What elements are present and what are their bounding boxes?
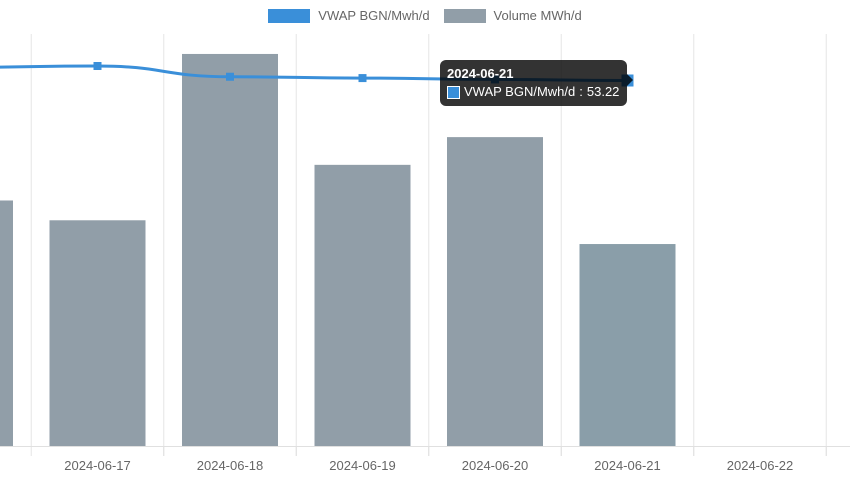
x-tick-label: 2024-06-21 [594, 458, 661, 473]
bar-2024-06-21 [579, 244, 676, 446]
tooltip-row: VWAP BGN/Mwh/d: 53.22 [447, 83, 619, 101]
legend-swatch-volume [443, 8, 486, 23]
bar-2024-06-17 [49, 220, 146, 446]
vwap-point-2024-06-19 [358, 74, 367, 83]
legend-label-vwap: VWAP BGN/Mwh/d [318, 8, 430, 23]
tooltip-value: 53.22 [586, 84, 620, 99]
bar-2024-06-16 [0, 200, 13, 446]
volume-bars [0, 53, 676, 447]
legend-item-volume[interactable]: Volume MWh/d [443, 8, 582, 23]
x-axis-ticks: 2024-06-17 2024-06-18 2024-06-19 2024-06-20… [64, 446, 827, 473]
tooltip-color-swatch [447, 85, 460, 99]
x-tick-label: 2024-06-22 [727, 458, 794, 473]
legend-item-vwap[interactable]: VWAP BGN/Mwh/d [268, 8, 430, 23]
x-tick-label: 2024-06-18 [197, 458, 264, 473]
x-tick-label: 2024-06-17 [64, 458, 131, 473]
x-tick-label: 2024-06-20 [462, 458, 529, 473]
chart-legend: VWAP BGN/Mwh/d Volume MWh/d [0, 8, 850, 23]
legend-swatch-vwap [268, 8, 311, 23]
bar-2024-06-20 [447, 137, 543, 446]
tooltip-series-label: VWAP BGN/Mwh/d [464, 84, 576, 99]
x-tick-label: 2024-06-19 [329, 458, 396, 473]
bar-2024-06-18 [182, 53, 278, 447]
tooltip-caret [627, 74, 634, 86]
bar-2024-06-19 [314, 164, 411, 446]
vwap-point-2024-06-18 [226, 72, 234, 81]
vwap-point-2024-06-17 [93, 62, 102, 70]
chart-tooltip: 2024-06-21 VWAP BGN/Mwh/d: 53.22 [440, 60, 634, 106]
tooltip-separator: : [579, 84, 583, 99]
tooltip-title: 2024-06-21 [447, 66, 514, 81]
legend-label-volume: Volume MWh/d [493, 8, 582, 23]
